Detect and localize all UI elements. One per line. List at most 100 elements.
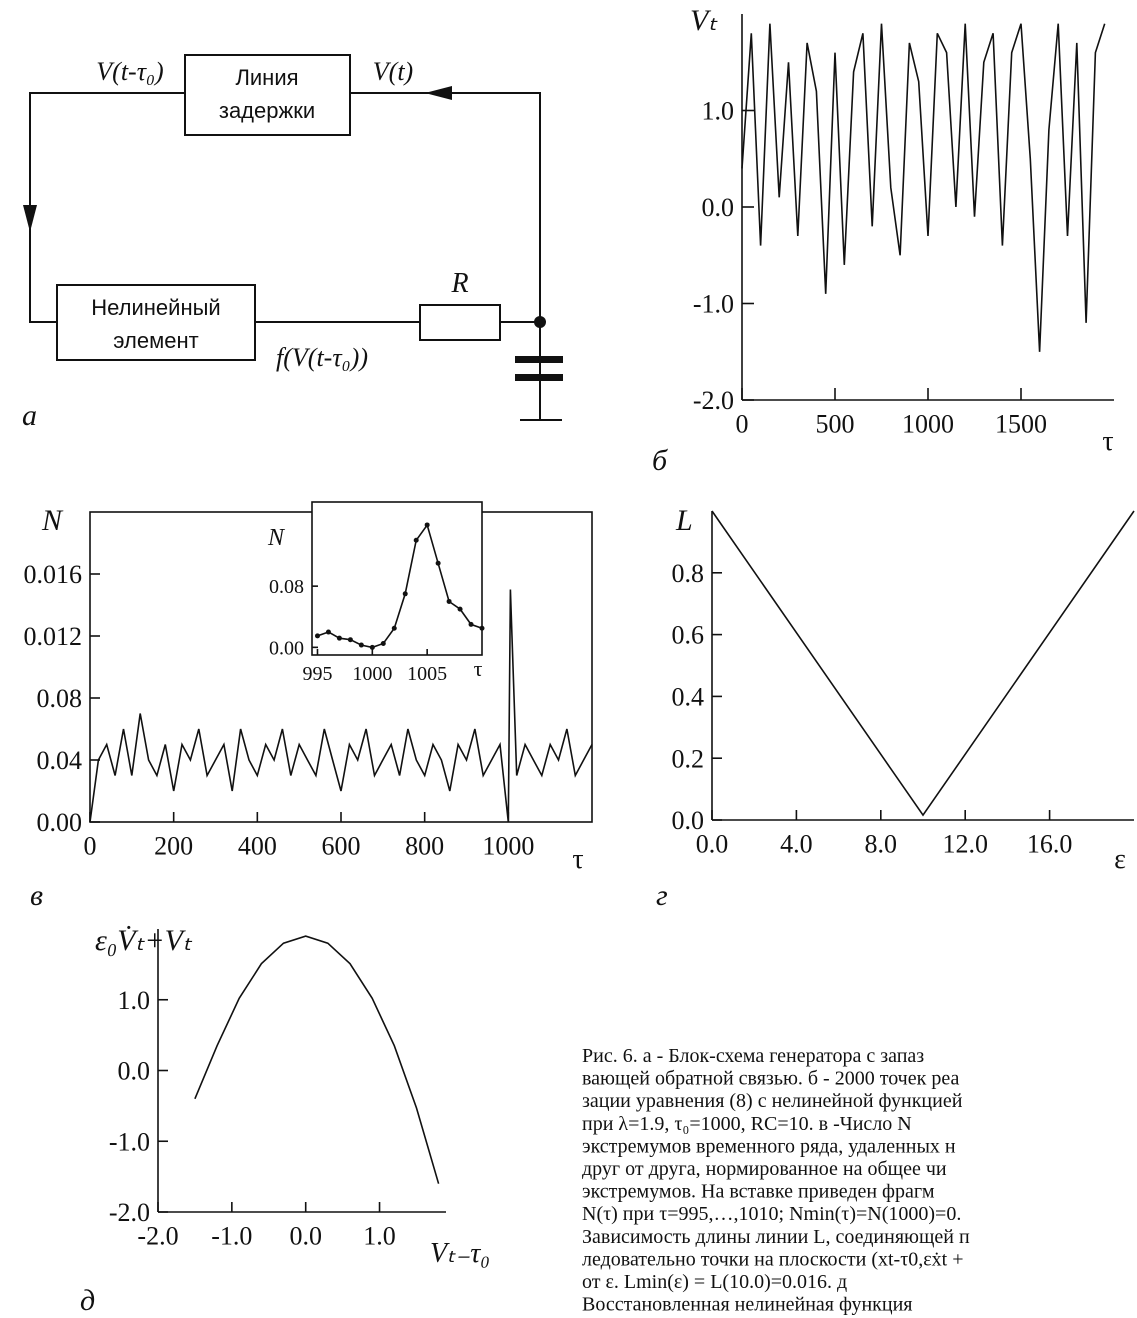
- chart: 995 1000 1005 0.00 0.08 Nτ: [267, 501, 485, 685]
- data-point: [391, 625, 397, 631]
- chart: 0 500 1000 1500 -2.0 -1.0 0.0 1.0 Vₜ τ: [690, 4, 1114, 457]
- x-tick-label: 400: [238, 832, 277, 861]
- y-tick-label: 0.6: [672, 621, 705, 650]
- x-tick-label: 16.0: [1027, 830, 1073, 859]
- y-tick-label: 0.4: [672, 683, 705, 712]
- caption-line: вающей обратной связью. б - 2000 точек р…: [582, 1068, 959, 1090]
- y-tick-label: -2.0: [109, 1198, 150, 1227]
- y-tick-label: 0.0: [672, 806, 705, 835]
- x-tick-label: 1.0: [363, 1222, 396, 1251]
- caption: Рис. 6. а - Блок-схема генератора с запа…: [582, 1045, 970, 1316]
- x-tick-label: 600: [322, 832, 361, 861]
- x-tick-label: 12.0: [942, 830, 988, 859]
- y-tick-label: 1.0: [702, 97, 735, 126]
- caption-line: экстремумов. На вставке приведен фрагм: [582, 1181, 935, 1203]
- y-tick-label: 0.0: [702, 193, 735, 222]
- y-tick-label: -1.0: [109, 1127, 150, 1156]
- block-diagram: V(t-τ₀) V(t) Линия задержки Нелинейный э…: [23, 54, 563, 421]
- y-axis-label: L: [675, 504, 693, 537]
- data-line: [711, 510, 1135, 817]
- chart: -2.0 -1.0 0.0 1.0 -2.0 -1.0 0.0 1.0 ε₀V̇ₜ+Vₜ Vₜ₋τ…: [95, 924, 490, 1269]
- nonlinear-box: [56, 284, 256, 361]
- data-point: [468, 621, 474, 627]
- panel-label: б: [652, 444, 668, 477]
- x-tick-label: 1500: [995, 410, 1047, 439]
- y-tick-label: 0.016: [24, 560, 83, 589]
- y-tick-label: 0.08: [269, 576, 304, 598]
- data-line: [194, 935, 440, 1184]
- x-tick-label: 0.0: [289, 1222, 322, 1251]
- function-label: f(V(t-τ₀)): [276, 343, 368, 372]
- signal-label: V(t): [373, 57, 413, 86]
- data-point: [479, 625, 485, 631]
- y-tick-label: -2.0: [693, 386, 734, 415]
- caption-line: зации уравнения (8) с нелинейной функцие…: [582, 1090, 963, 1112]
- x-tick-label: -1.0: [211, 1222, 252, 1251]
- wire: [350, 92, 541, 420]
- data-point: [380, 641, 386, 647]
- inset-background: [312, 502, 482, 655]
- panel-label: г: [656, 879, 668, 912]
- y-tick-label: 0.0: [118, 1057, 151, 1086]
- x-axis-label: Vₜ₋τ₀: [430, 1238, 490, 1269]
- data-point: [402, 591, 408, 597]
- y-tick-label: 0.00: [269, 637, 304, 659]
- chart: 0 200 400 600 800 1000 0.00 0.04 0.08 0.012 0.016 N…: [24, 504, 593, 875]
- data-point: [369, 644, 375, 650]
- box-label: элемент: [113, 328, 198, 353]
- caption-line: друг от друга, нормированное на общее чи: [582, 1158, 947, 1180]
- x-tick-label: 995: [302, 663, 332, 685]
- x-tick-label: 1005: [407, 663, 447, 685]
- caption-line: от ε. Lmin(ε) = L(10.0)=0.016. д: [582, 1271, 847, 1293]
- x-tick-label: -2.0: [137, 1222, 178, 1251]
- x-tick-label: 1000: [902, 410, 954, 439]
- box-label: Нелинейный: [91, 295, 220, 320]
- data-line: [741, 23, 1106, 352]
- y-axis-label: N: [267, 525, 286, 551]
- x-tick-label: 0.0: [696, 830, 729, 859]
- panel-label: д: [80, 1284, 95, 1317]
- data-point: [336, 635, 342, 641]
- x-axis-label: τ: [1102, 426, 1113, 457]
- x-axis-label: τ: [474, 656, 483, 681]
- x-axis-label: ε: [1114, 844, 1126, 875]
- x-tick-label: 0: [84, 832, 97, 861]
- data-point: [446, 598, 452, 604]
- node: [534, 316, 546, 328]
- x-tick-label: 500: [816, 410, 855, 439]
- caption-line: экстремумов временного ряда, удаленных н: [582, 1135, 956, 1157]
- data-point: [413, 537, 419, 543]
- y-tick-label: -1.0: [693, 290, 734, 319]
- y-tick-label: 0.2: [672, 744, 705, 773]
- y-tick-label: 0.00: [37, 808, 83, 837]
- x-tick-label: 800: [405, 832, 444, 861]
- x-tick-label: 0: [736, 410, 749, 439]
- caption-line: ледовательно точки на плоскости (xt-τ0,ε…: [582, 1248, 963, 1270]
- data-point: [314, 633, 320, 639]
- caption-line: Рис. 6. а - Блок-схема генератора с запа…: [582, 1045, 924, 1067]
- x-tick-label: 200: [154, 832, 193, 861]
- signal-label: V(t-τ₀): [96, 57, 163, 86]
- caption-line: Восстановленная нелинейная функция: [582, 1294, 913, 1316]
- caption-line: N(τ) при τ=995,…,1010; Nmin(τ)=N(1000)=0…: [582, 1203, 961, 1225]
- y-tick-label: 1.0: [118, 986, 151, 1015]
- caption-line: при λ=1.9, τ₀=1000, RC=10. в -Число N: [582, 1113, 912, 1135]
- data-point: [424, 522, 430, 528]
- caption-line: Зависимость длины линии L, соединяющей п: [582, 1226, 970, 1248]
- arrow: [23, 205, 37, 232]
- y-tick-label: 0.08: [37, 684, 83, 713]
- arrow: [425, 86, 452, 100]
- panel-label: а: [22, 399, 37, 432]
- x-tick-label: 1000: [352, 663, 392, 685]
- data-point: [457, 606, 463, 612]
- chart: 0.0 4.0 8.0 12.0 16.0 0.0 0.2 0.4 0.6 0.8 Lε: [672, 504, 1135, 875]
- x-tick-label: 8.0: [865, 830, 898, 859]
- delay-box: [184, 54, 351, 136]
- y-axis-label: ε₀V̇ₜ+Vₜ: [95, 924, 193, 957]
- resistor: [419, 304, 501, 341]
- capacitor-plate: [515, 374, 563, 381]
- y-axis-label: Vₜ: [690, 4, 718, 37]
- data-line: [89, 589, 593, 823]
- y-tick-label: 0.012: [24, 622, 83, 651]
